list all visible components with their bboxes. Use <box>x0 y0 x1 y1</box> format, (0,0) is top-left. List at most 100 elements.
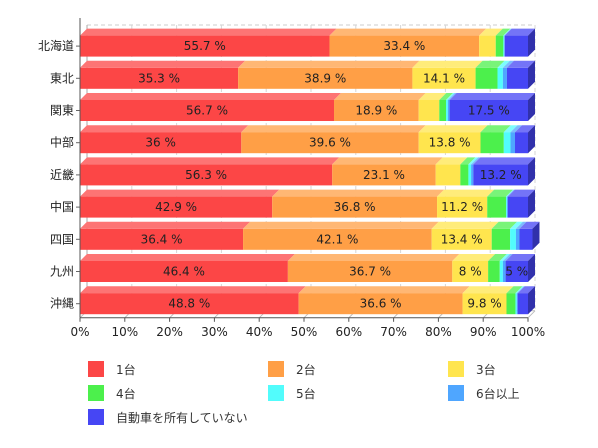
bar-segment <box>437 196 488 218</box>
category-label: 中部 <box>50 135 74 150</box>
data-label: 48.8 % <box>168 297 210 311</box>
bar-segment <box>495 35 504 57</box>
data-label: 11.2 % <box>441 200 483 214</box>
bar-segment <box>506 293 516 315</box>
data-label: 5 % <box>505 265 528 279</box>
bar-segment <box>332 164 436 186</box>
x-tick-label: 30% <box>201 325 228 339</box>
bar-top-face <box>502 254 513 261</box>
bar-top-face <box>505 254 535 261</box>
bar-top-face <box>510 221 523 229</box>
data-label: 17.5 % <box>468 104 510 118</box>
bar-top-face <box>503 28 512 36</box>
bar-segment <box>452 261 489 282</box>
bar-top-face <box>488 254 507 261</box>
bar-top-face <box>431 221 499 229</box>
data-label: 9.8 % <box>467 297 501 311</box>
bar-top-face <box>491 221 518 229</box>
x-tick-label: 40% <box>246 325 273 339</box>
x-tick-label: 70% <box>380 325 407 339</box>
bar-segment <box>506 67 528 89</box>
bar-end-face <box>528 93 535 121</box>
bar-top-face <box>495 28 511 36</box>
bar-top-face <box>80 189 280 197</box>
bar-top-face <box>506 189 514 197</box>
bar-segment <box>80 261 288 282</box>
bar-end-face <box>528 189 535 218</box>
data-label: 18.9 % <box>355 104 397 118</box>
x-tick-label: 10% <box>111 325 138 339</box>
bar-top-face <box>80 60 246 68</box>
stacked-bar-chart: 55.7 % 33.4 % 北海道 35.3 % 38.9 % 14.1 % 東北 56.7 … <box>38 18 545 339</box>
bar-segment <box>468 164 472 186</box>
bar-segment <box>80 67 239 89</box>
bar-segment <box>272 196 438 218</box>
data-label: 13.2 % <box>480 168 522 182</box>
bar-top-face <box>80 254 295 261</box>
bar-segment <box>506 196 507 218</box>
legend-label: 6台以上 <box>476 386 520 401</box>
bar-top-face <box>499 254 510 261</box>
data-label: 38.9 % <box>304 71 346 85</box>
bar-segment <box>80 293 299 315</box>
bar-top-face <box>298 286 470 294</box>
bar-top-face <box>519 221 540 229</box>
legend-label: 1台 <box>116 362 136 377</box>
bar-segment <box>435 164 461 186</box>
bar-top-face <box>334 93 426 100</box>
bar-top-face <box>497 60 510 68</box>
bar-top-face <box>506 286 523 294</box>
bar-segment <box>504 35 528 57</box>
bar-end-face <box>528 28 535 57</box>
bar-segment <box>80 164 333 186</box>
legend-label: 4台 <box>116 386 136 401</box>
bar-segment <box>447 100 450 121</box>
bar-segment <box>503 132 511 154</box>
bar-end-face <box>532 221 540 250</box>
bar-segment <box>412 67 476 89</box>
bar-segment <box>446 100 448 121</box>
bar-segment <box>515 132 528 154</box>
bar-segment <box>80 35 330 57</box>
data-label: 55.7 % <box>184 39 226 53</box>
legend-swatch <box>88 409 104 425</box>
bar-segment <box>499 261 503 282</box>
bar-segment <box>515 228 520 250</box>
bar-segment <box>287 261 453 282</box>
legend-swatch <box>268 385 284 401</box>
x-tick-label: 100% <box>511 325 545 339</box>
bar-top-face <box>506 60 535 68</box>
bar-segment <box>505 261 528 282</box>
bar-segment <box>471 164 474 186</box>
legend-label: 3台 <box>476 362 496 377</box>
data-label: 42.9 % <box>155 200 197 214</box>
bar-top-face <box>475 60 505 68</box>
legend-swatch <box>88 361 104 377</box>
bar-segment <box>80 228 244 250</box>
bar-segment <box>439 100 447 121</box>
legend-item: 5台 <box>268 385 316 401</box>
bar-top-face <box>80 286 306 294</box>
bar-top-face <box>243 221 439 229</box>
legend-swatch <box>88 385 104 401</box>
data-label: 56.3 % <box>185 168 227 182</box>
bar-end-face <box>528 254 535 282</box>
legend-item: 6台以上 <box>448 385 520 401</box>
bar-segment <box>479 35 496 57</box>
bar-top-face <box>238 60 420 68</box>
bar-segment <box>80 132 242 154</box>
category-label: 東北 <box>50 71 74 85</box>
bar-top-face <box>332 157 443 165</box>
bar-top-face <box>503 125 518 133</box>
legend-item: 1台 <box>88 361 136 377</box>
bar-top-face <box>504 28 512 36</box>
bar-segment <box>503 35 505 57</box>
bar-top-face <box>287 254 460 261</box>
bar-segment <box>473 164 528 186</box>
x-tick-label: 20% <box>156 325 183 339</box>
legend-swatch <box>448 385 464 401</box>
bar-end-face <box>528 60 535 89</box>
bar-top-face <box>439 93 454 100</box>
data-label: 13.8 % <box>429 136 471 150</box>
legend-item: 2台 <box>268 361 316 377</box>
